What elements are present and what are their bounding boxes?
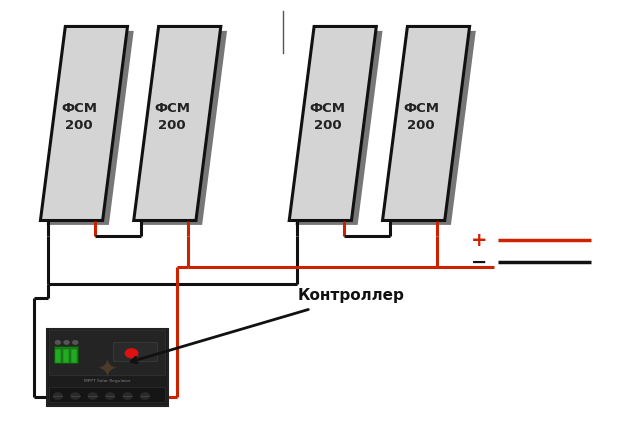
Polygon shape <box>140 31 227 225</box>
Text: ✦: ✦ <box>97 359 118 383</box>
Polygon shape <box>383 26 470 220</box>
Text: −: − <box>471 253 487 272</box>
Text: +: + <box>471 231 487 250</box>
Circle shape <box>64 340 69 344</box>
Polygon shape <box>47 31 134 225</box>
Circle shape <box>55 340 60 344</box>
Bar <box>71 348 77 363</box>
Text: ФСМ
200: ФСМ 200 <box>154 102 190 132</box>
Bar <box>63 348 69 363</box>
Circle shape <box>123 393 132 399</box>
Circle shape <box>88 393 97 399</box>
Bar <box>49 387 165 402</box>
Circle shape <box>141 393 149 399</box>
Bar <box>55 348 61 363</box>
Bar <box>54 346 78 363</box>
Text: ФСМ
200: ФСМ 200 <box>310 102 346 132</box>
Circle shape <box>71 393 80 399</box>
Text: Контроллер: Контроллер <box>298 288 405 303</box>
Polygon shape <box>389 31 476 225</box>
Text: MPPT Solar Regulator: MPPT Solar Regulator <box>84 379 131 383</box>
Text: ФСМ
200: ФСМ 200 <box>61 102 97 132</box>
Bar <box>49 330 165 374</box>
Polygon shape <box>289 26 376 220</box>
Bar <box>47 329 168 406</box>
Polygon shape <box>134 26 221 220</box>
Polygon shape <box>40 26 128 220</box>
Circle shape <box>53 393 62 399</box>
Text: ФСМ
200: ФСМ 200 <box>403 102 439 132</box>
Circle shape <box>106 393 114 399</box>
Circle shape <box>73 340 78 344</box>
Circle shape <box>125 349 137 358</box>
Bar <box>113 342 157 361</box>
Polygon shape <box>295 31 383 225</box>
